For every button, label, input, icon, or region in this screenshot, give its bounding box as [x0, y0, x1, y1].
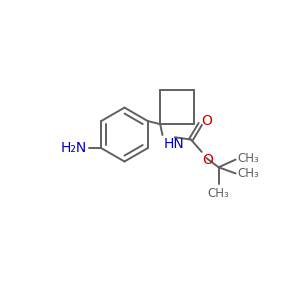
Text: H₂N: H₂N	[61, 141, 87, 155]
Text: O: O	[202, 114, 213, 128]
Text: CH₃: CH₃	[208, 187, 230, 200]
Text: HN: HN	[164, 137, 185, 151]
Text: CH₃: CH₃	[237, 152, 259, 165]
Text: CH₃: CH₃	[237, 167, 259, 180]
Text: O: O	[202, 153, 213, 167]
